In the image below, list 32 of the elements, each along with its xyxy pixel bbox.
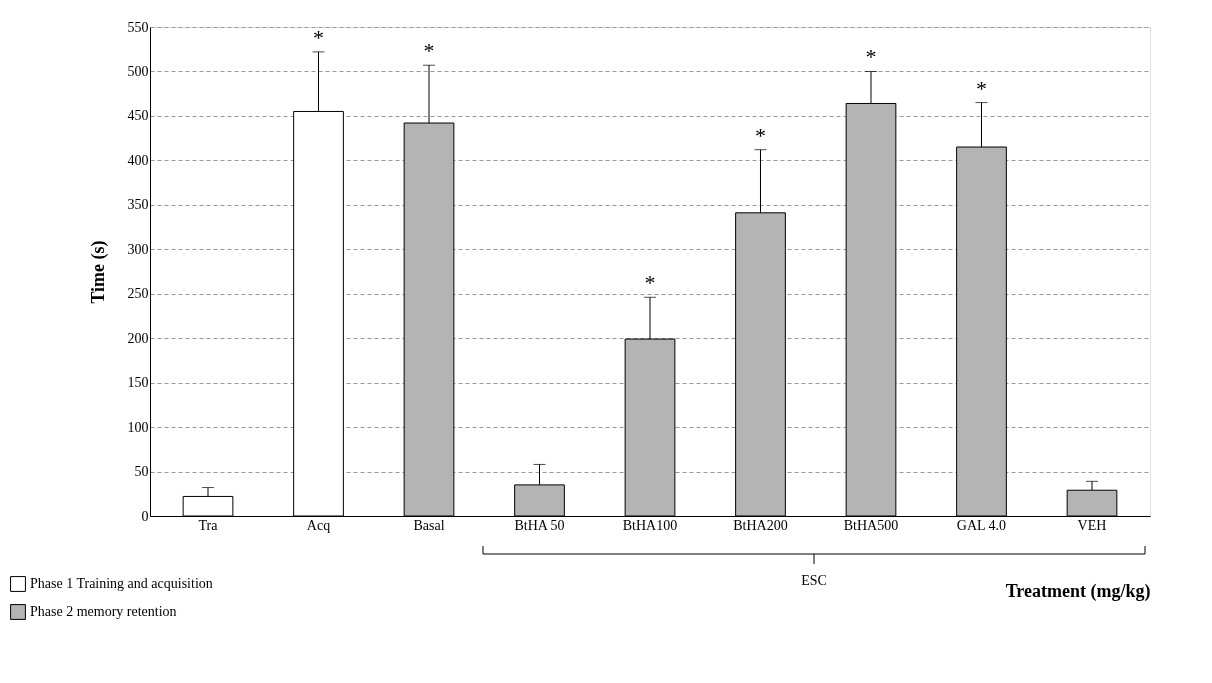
- x-tick-label: BtHA 50: [514, 517, 565, 533]
- x-tick-label: Acq: [306, 517, 331, 533]
- annotation: *: [644, 270, 656, 296]
- y-tick-label: 100: [127, 419, 149, 435]
- y-tick-label: 0: [141, 508, 149, 524]
- x-tick-label: BtHA100: [622, 517, 678, 533]
- annotation: *: [423, 38, 435, 64]
- y-axis-title: Time (s): [87, 240, 109, 304]
- y-tick-label: 150: [127, 375, 149, 391]
- annotation: *: [313, 24, 325, 50]
- x-tick-label: VEH: [1077, 517, 1107, 533]
- legend-label: Phase 2 memory retention: [30, 604, 177, 619]
- y-tick-label: 300: [127, 241, 149, 257]
- x-tick-label: Tra: [198, 517, 219, 533]
- x-tick-label: GAL 4.0: [956, 517, 1007, 533]
- y-tick-label: 550: [127, 19, 149, 35]
- legend-label: Phase 1 Training and acquisition: [30, 576, 213, 591]
- annotation: *: [755, 122, 766, 148]
- y-tick-label: 400: [127, 152, 149, 168]
- annotation: *: [865, 44, 877, 70]
- y-tick-label: 200: [127, 330, 149, 346]
- y-tick-label: 350: [127, 197, 149, 213]
- x-tick-label: BtHA500: [843, 517, 899, 533]
- x-axis-title: Treatment (mg/kg): [1005, 580, 1151, 602]
- x-tick-label: BtHA200: [733, 517, 788, 533]
- y-tick-label: 250: [127, 286, 149, 302]
- annotation: *: [975, 75, 987, 101]
- y-tick-label: 50: [134, 464, 149, 480]
- x-tick-label: Basal: [413, 517, 445, 533]
- y-tick-label: 450: [127, 108, 149, 124]
- y-tick-label: 500: [127, 63, 149, 79]
- text: ESC: [801, 573, 827, 588]
